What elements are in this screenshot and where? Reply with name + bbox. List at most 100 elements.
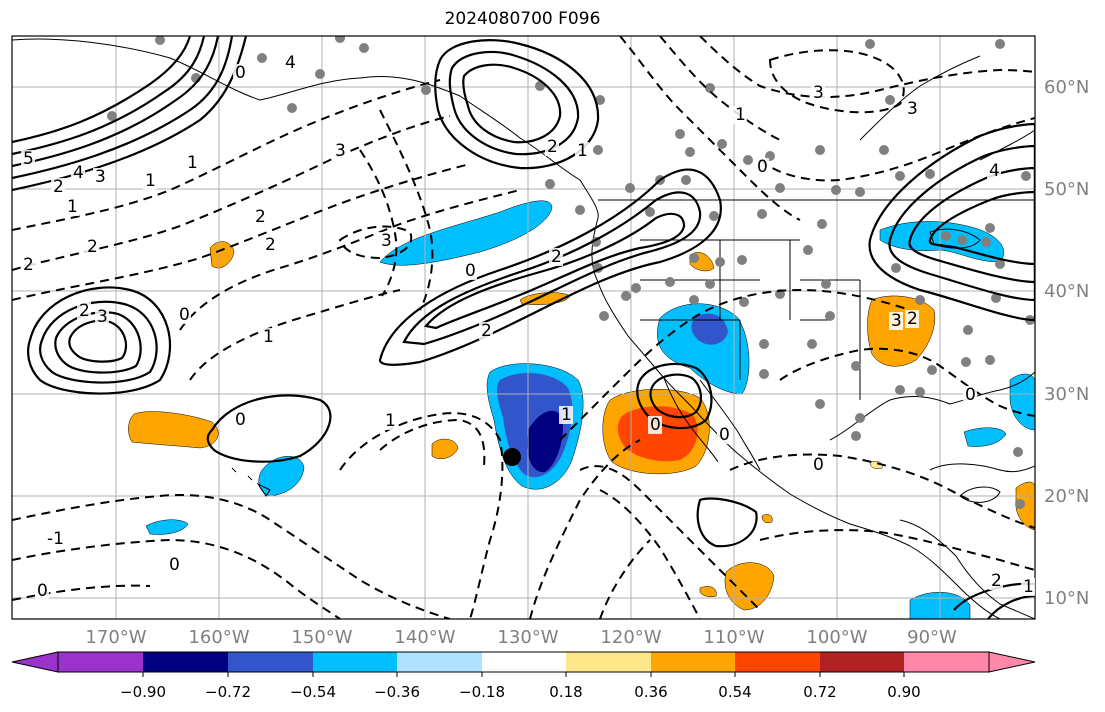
contour-label-background: [233, 64, 247, 82]
lon-label: 110°W: [703, 627, 764, 648]
colorbar-tick-label: 0.72: [803, 683, 836, 701]
contour-label: 2: [87, 237, 98, 257]
positive-anomaly-region: [128, 411, 219, 449]
contour-label-background: [545, 138, 559, 156]
contour-label-background: [21, 256, 35, 274]
lon-label: 150°W: [291, 627, 352, 648]
contour-label: 4: [73, 163, 84, 183]
lat-label: 60°N: [1044, 77, 1089, 98]
contour-label: -1: [47, 529, 64, 549]
contour-label: 1: [187, 153, 198, 173]
colorbar-segment: [397, 652, 482, 672]
lon-label: 90°W: [907, 627, 957, 648]
lon-label: 100°W: [806, 627, 867, 648]
contour-label-background: [185, 154, 199, 172]
lat-label: 50°N: [1044, 179, 1089, 200]
colorbar-tick-label: −0.54: [290, 683, 336, 701]
contour-label-background: [143, 172, 157, 190]
colorbar-segment: [228, 652, 313, 672]
colorbar-tick-label: −0.90: [120, 683, 166, 701]
contour-label-background: [263, 236, 277, 254]
map-frame: [11, 35, 1036, 620]
positive-anomaly-region: [761, 514, 773, 523]
solid-contours: [12, 36, 1035, 619]
station-dots: [107, 36, 1035, 509]
contour-label: 1: [67, 197, 78, 217]
lat-label: 40°N: [1044, 281, 1089, 302]
colorbar-segment: [735, 652, 820, 672]
contour-label-background: [51, 178, 65, 196]
contour-label-background: [177, 306, 191, 324]
negative-anomaly-region: [963, 427, 1007, 447]
colorbar-tick-label: 0.54: [718, 683, 751, 701]
colorbar-tick-label: −0.72: [205, 683, 251, 701]
negative-anomaly-core: [691, 313, 728, 345]
contour-label: 0: [37, 581, 48, 601]
contour-label: 2: [991, 571, 1002, 591]
contour-label: 2: [481, 321, 492, 341]
colorbar-segment: [58, 652, 143, 672]
contour-label: 1: [145, 171, 156, 191]
contour-label: 0: [465, 261, 476, 281]
contour-label-background: [1021, 578, 1035, 596]
contour-label-background: [963, 386, 977, 404]
contour-label: 1: [1023, 577, 1034, 597]
positive-anomaly-region: [699, 586, 717, 598]
negative-anomaly-region: [379, 200, 553, 266]
dashed-contours: [12, 36, 1035, 619]
colorbar-segment: [820, 652, 904, 672]
contour-label-background: [379, 232, 393, 250]
contour-label: 3: [907, 99, 918, 119]
contour-label-background: [167, 556, 181, 574]
contour-label-background: [463, 262, 477, 280]
contour-label: 4: [989, 161, 1000, 181]
contour-label: 0: [965, 385, 976, 405]
contour-label: 3: [813, 83, 824, 103]
lon-label: 130°W: [497, 627, 558, 648]
latitude-labels: 60°N 50°N 40°N 30°N 20°N 10°N: [1044, 77, 1089, 609]
contour-label-background: [905, 100, 919, 118]
contour-label: 2: [907, 309, 918, 329]
lon-label: 170°W: [85, 627, 146, 648]
colorbar-tick-label: 0.18: [549, 683, 582, 701]
lon-label: 120°W: [600, 627, 661, 648]
contour-label-background: [71, 164, 85, 182]
contour-label: 2: [23, 255, 34, 275]
contour-label: 3: [97, 307, 108, 327]
contour-label: 0: [719, 425, 730, 445]
contour-label-background: [233, 411, 247, 429]
contour-label-background: [253, 208, 267, 226]
contour-label-background: [811, 456, 825, 474]
colorbar-segment: [143, 652, 228, 672]
contour-label-background: [811, 84, 825, 102]
contour-label-background: [45, 530, 69, 548]
colorbar-tick-label: −0.36: [374, 683, 420, 701]
contour-label-background: [549, 248, 563, 266]
contour-label: 2: [551, 247, 562, 267]
contour-label: 0: [235, 410, 246, 430]
contour-label-background: [21, 150, 35, 168]
lon-label: 160°W: [188, 627, 249, 648]
colorbar-segment: [566, 652, 651, 672]
contour-label-background: [575, 142, 589, 160]
contour-label: 2: [79, 301, 90, 321]
colorbar-tick-label: −0.18: [459, 683, 505, 701]
contour-label: 0: [813, 455, 824, 475]
contour-label: 1: [577, 141, 588, 161]
contour-label-background: [717, 426, 731, 444]
lat-label: 10°N: [1044, 588, 1089, 609]
contour-label: 3: [335, 141, 346, 161]
contour-label: 2: [255, 207, 266, 227]
positive-anomaly-region: [1015, 481, 1035, 531]
contour-label-background: [889, 312, 903, 330]
storm-center-marker: [547, 416, 559, 428]
colorbar-segment: [482, 652, 566, 672]
contour-label-background: [648, 416, 662, 434]
contour-label-background: [989, 572, 1003, 590]
contour-label-background: [35, 582, 49, 600]
contour-label-background: [905, 310, 919, 328]
contour-label-background: [383, 412, 397, 430]
contour-label: 2: [265, 235, 276, 255]
contour-label: 4: [285, 53, 296, 73]
